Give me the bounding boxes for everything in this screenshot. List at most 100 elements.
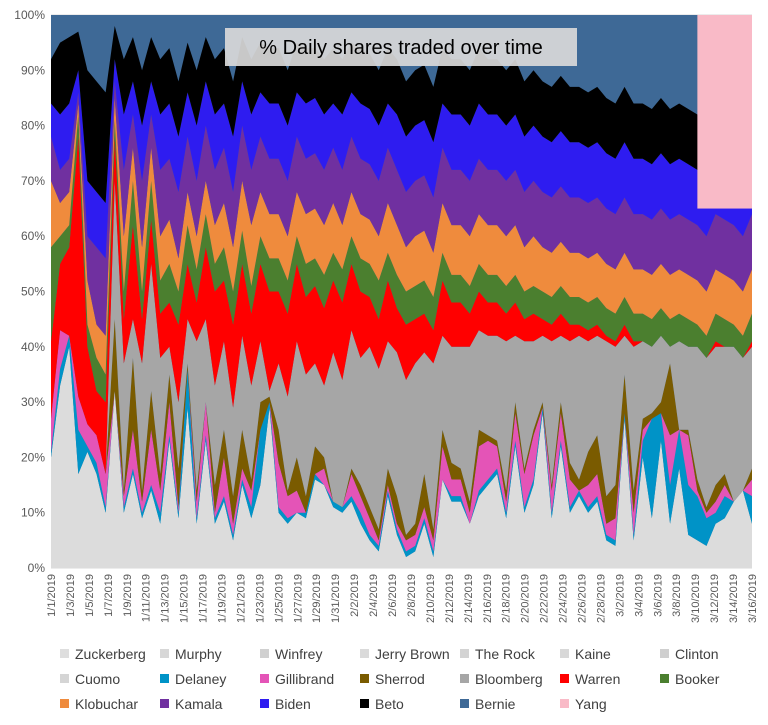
legend-swatch: [460, 674, 469, 683]
x-tick-label: 2/10/2019: [425, 574, 437, 623]
legend-label: Delaney: [175, 670, 227, 687]
legend-label: Murphy: [175, 645, 222, 662]
legend-label: Clinton: [675, 645, 719, 662]
x-tick-label: 2/12/2019: [444, 574, 456, 623]
x-tick-label: 1/11/2019: [141, 574, 153, 622]
legend-label: Jerry Brown: [375, 645, 450, 662]
legend-row: Cuomo Delaney Gillibrand Sherrod Bloomberg Wa…: [60, 666, 760, 691]
legend-label: Kamala: [175, 695, 223, 712]
y-tick-label: 90%: [21, 63, 45, 77]
y-tick-label: 100%: [14, 8, 45, 22]
legend-swatch: [260, 699, 269, 708]
x-tick-label: 1/3/2019: [65, 574, 77, 617]
x-tick-label: 2/16/2019: [482, 574, 494, 623]
area-delaney: [51, 335, 752, 557]
legend-label: Beto: [375, 695, 404, 712]
chart-title: % Daily shares traded over time: [259, 37, 542, 59]
legend-item: Biden: [260, 696, 360, 712]
legend-swatch: [60, 674, 69, 683]
x-tick-label: 3/8/2019: [671, 574, 683, 617]
x-tick-label: 2/26/2019: [576, 574, 588, 623]
legend-item: Booker: [660, 671, 760, 687]
legend-label: Warren: [575, 670, 621, 687]
legend-row: Zuckerberg Murphy Winfrey Jerry Brown The Ro…: [60, 641, 760, 666]
legend-swatch: [460, 649, 469, 658]
legend-item: Sherrod: [360, 671, 460, 687]
area-bloomberg: [51, 180, 752, 535]
area-zuckerberg: [51, 346, 752, 568]
x-axis: 1/1/2019 1/3/2019 1/5/2019 1/7/2019 1/9/2019…: [46, 574, 759, 623]
x-tick-label: 2/14/2019: [463, 574, 475, 623]
x-tick-label: 1/29/2019: [311, 574, 323, 623]
legend-item: Jerry Brown: [360, 646, 460, 662]
legend-item: Gillibrand: [260, 671, 360, 687]
y-tick-label: 70%: [21, 174, 45, 188]
x-tick-label: 3/6/2019: [652, 574, 664, 617]
legend-swatch: [360, 649, 369, 658]
legend-swatch: [160, 649, 169, 658]
legend-label: Yang: [575, 695, 607, 712]
legend-item: Bloomberg: [460, 671, 560, 687]
legend-row: Klobuchar Kamala Biden Beto Bernie Yang: [60, 691, 760, 716]
chart-title-box: [225, 28, 577, 66]
legend-item: Kamala: [160, 696, 260, 712]
area-sherrod: [51, 319, 752, 541]
x-tick-label: 1/1/2019: [46, 574, 58, 617]
x-tick-label: 2/18/2019: [501, 574, 513, 623]
legend-label: Gillibrand: [275, 670, 335, 687]
x-tick-label: 2/6/2019: [387, 574, 399, 617]
legend-swatch: [660, 649, 669, 658]
area-warren: [51, 136, 752, 474]
legend-swatch: [60, 649, 69, 658]
area-series-group: [51, 15, 752, 568]
legend-label: Biden: [275, 695, 311, 712]
legend-swatch: [260, 649, 269, 658]
legend-swatch: [460, 699, 469, 708]
legend-item: Clinton: [660, 646, 760, 662]
area-gillibrand: [51, 330, 752, 552]
area-kamala: [51, 81, 752, 336]
legend-swatch: [360, 674, 369, 683]
x-tick-label: 2/4/2019: [368, 574, 380, 617]
x-tick-label: 3/10/2019: [690, 574, 702, 623]
y-tick-label: 80%: [21, 119, 45, 133]
legend-item: Delaney: [160, 671, 260, 687]
x-tick-label: 3/12/2019: [709, 574, 721, 623]
legend-swatch: [560, 649, 569, 658]
x-tick-label: 3/16/2019: [747, 574, 759, 623]
legend-label: Winfrey: [275, 645, 323, 662]
legend-item: Winfrey: [260, 646, 360, 662]
legend-item: The Rock: [460, 646, 560, 662]
x-tick-label: 1/23/2019: [254, 574, 266, 623]
legend-item: Bernie: [460, 696, 560, 712]
y-axis: 0% 10% 20% 30% 40% 50% 60% 70% 80% 90% 100%: [14, 8, 45, 575]
x-tick-label: 3/4/2019: [633, 574, 645, 617]
x-tick-label: 1/9/2019: [122, 574, 134, 617]
y-tick-label: 60%: [21, 229, 45, 243]
legend-item: Warren: [560, 671, 660, 687]
y-tick-label: 10%: [21, 506, 45, 520]
legend-swatch: [160, 674, 169, 683]
legend-item: Beto: [360, 696, 460, 712]
x-tick-label: 1/13/2019: [160, 574, 172, 623]
legend-swatch: [560, 674, 569, 683]
y-tick-label: 20%: [21, 450, 45, 464]
legend-item: Kaine: [560, 646, 660, 662]
legend-swatch: [160, 699, 169, 708]
legend-item: Murphy: [160, 646, 260, 662]
legend-label: Cuomo: [75, 670, 121, 687]
x-tick-label: 1/17/2019: [198, 574, 210, 623]
y-tick-label: 0%: [28, 561, 46, 575]
x-tick-label: 3/2/2019: [614, 574, 626, 617]
y-tick-label: 40%: [21, 340, 45, 354]
legend-item: Zuckerberg: [60, 646, 160, 662]
area-yang: [697, 15, 752, 209]
legend-label: Sherrod: [375, 670, 425, 687]
y-tick-label: 30%: [21, 395, 45, 409]
legend-item: Yang: [560, 696, 660, 712]
x-tick-label: 3/14/2019: [728, 574, 740, 623]
legend-label: Zuckerberg: [75, 645, 146, 662]
legend-swatch: [660, 674, 669, 683]
